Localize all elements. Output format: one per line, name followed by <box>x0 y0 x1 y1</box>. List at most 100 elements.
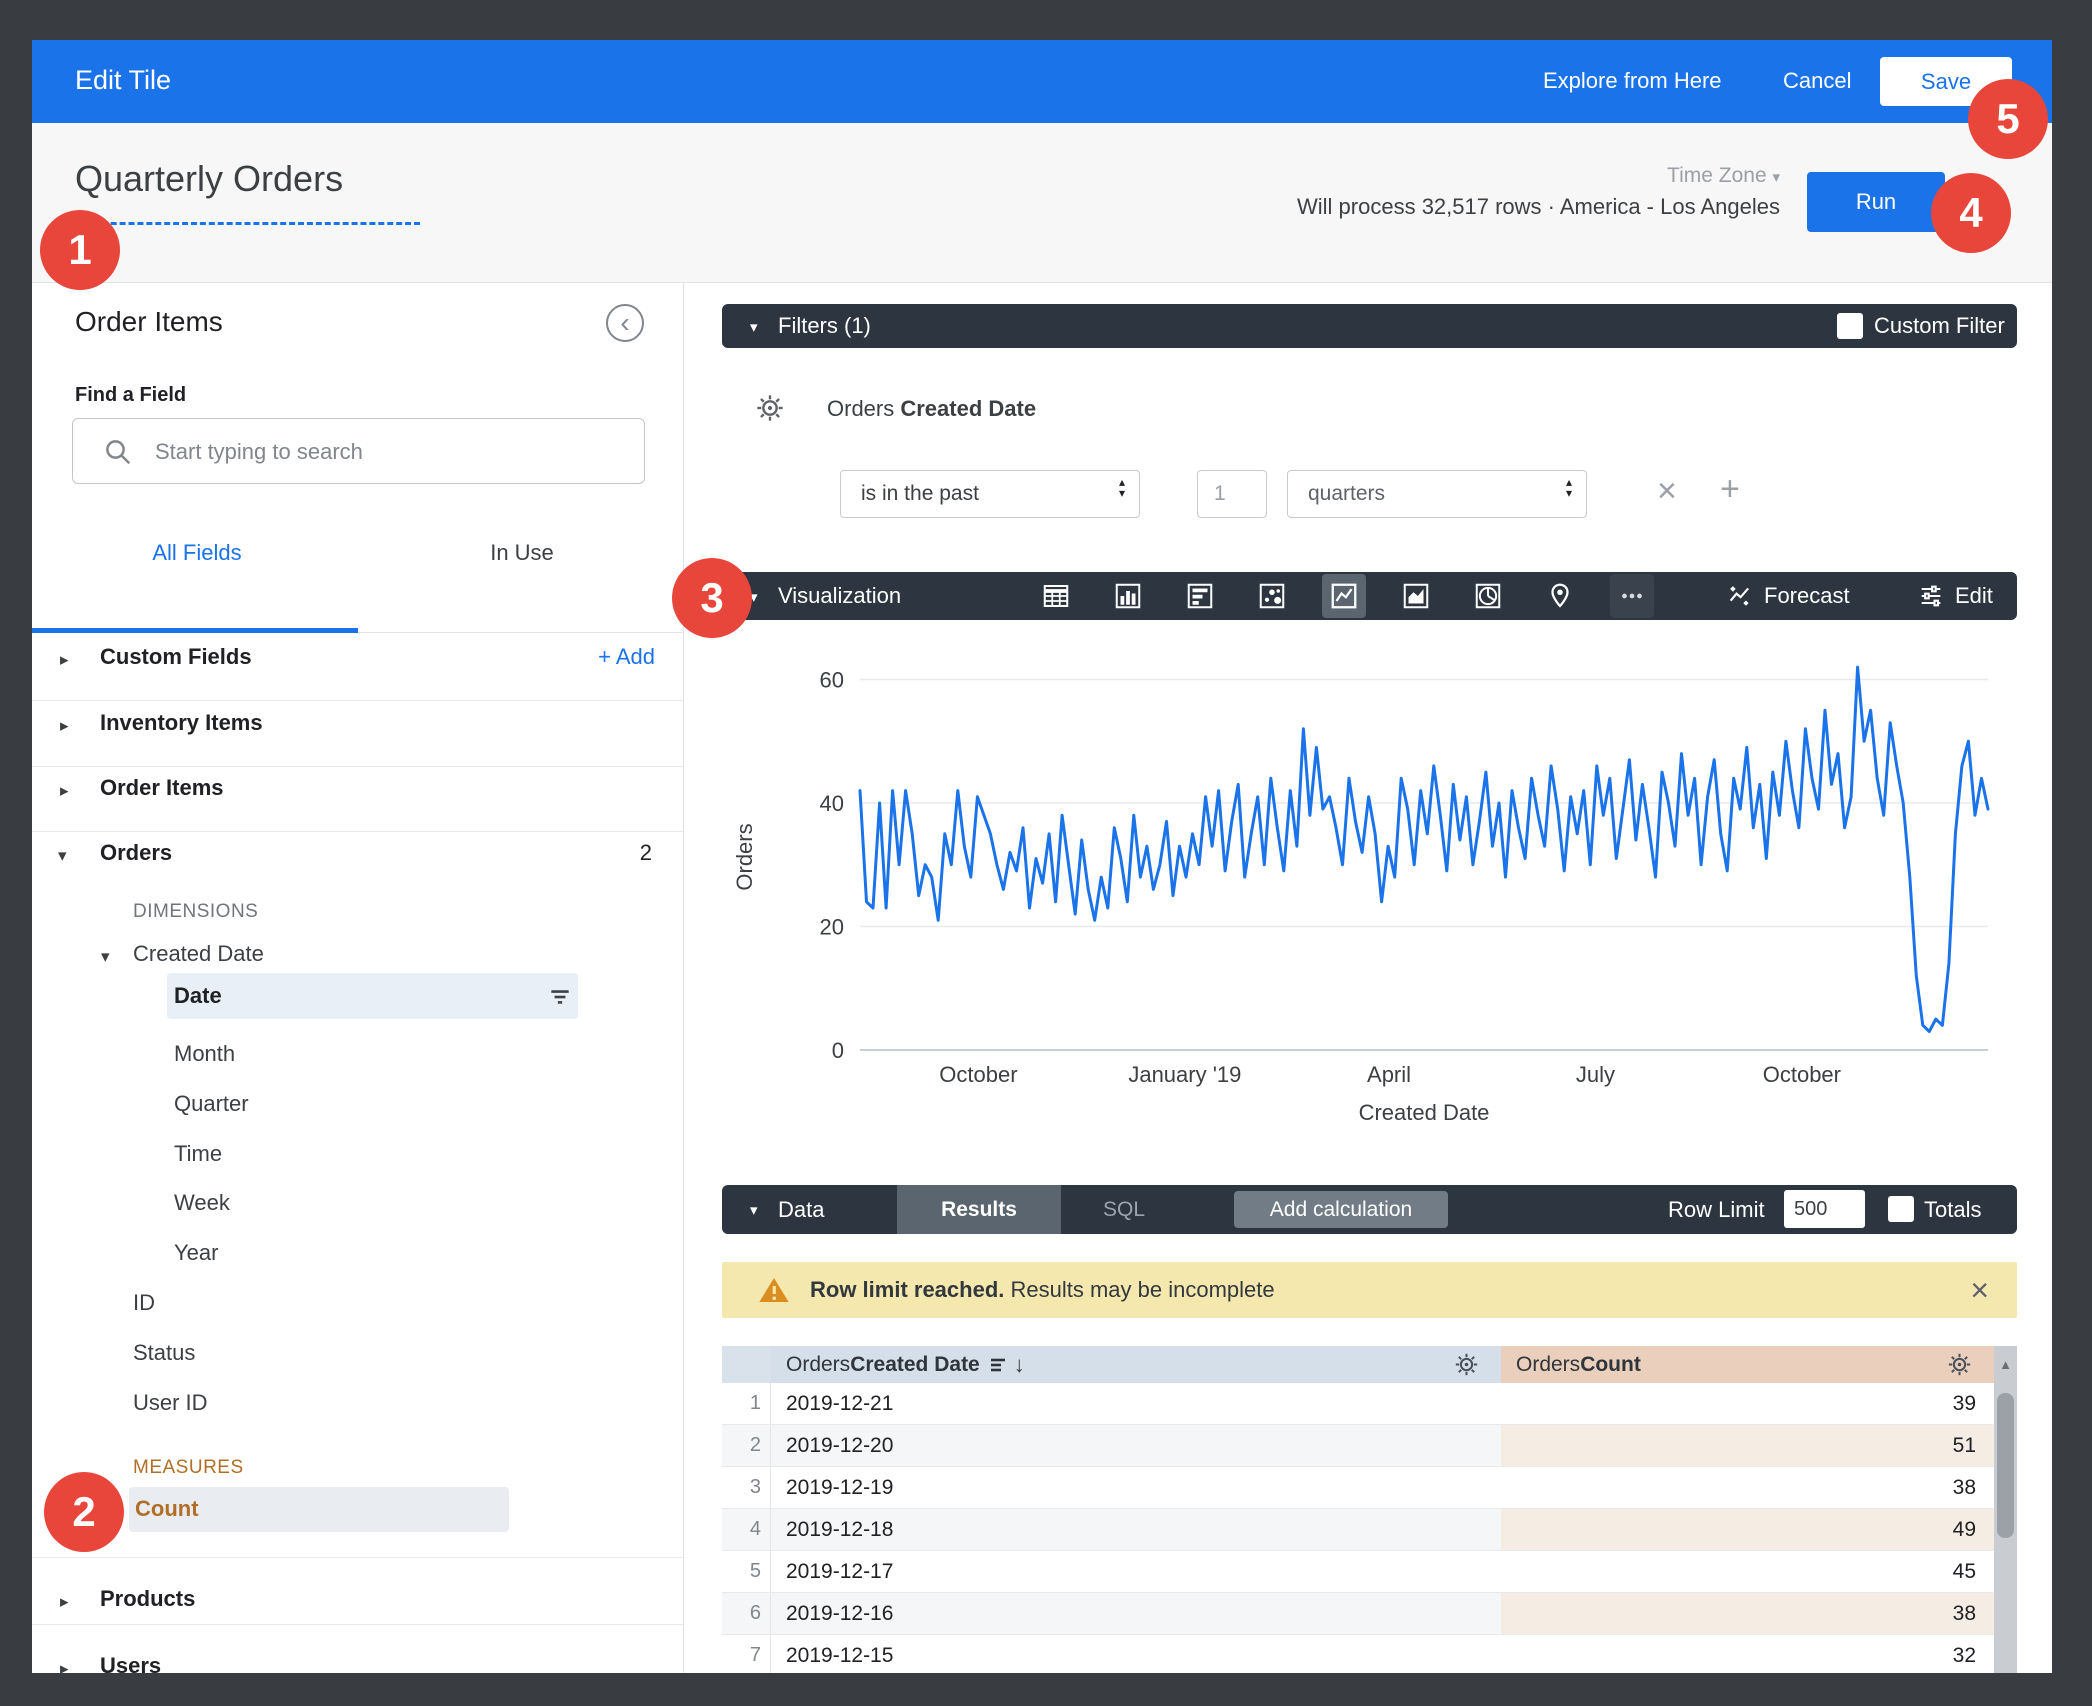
caret-right-icon[interactable]: ▸ <box>60 650 69 669</box>
area-chart-icon[interactable] <box>1394 574 1438 618</box>
scatter-icon[interactable] <box>1250 574 1294 618</box>
tree-item-date[interactable]: Date <box>174 983 222 1008</box>
pie-chart-icon[interactable] <box>1466 574 1510 618</box>
gear-icon[interactable] <box>1453 1351 1480 1378</box>
forecast-button[interactable]: Forecast <box>1726 572 1850 620</box>
tab-sql[interactable]: SQL <box>1102 1197 1146 1221</box>
more-chart-types-icon[interactable] <box>1610 574 1654 618</box>
tree-item-status[interactable]: Status <box>133 1340 196 1365</box>
table-scrollbar-thumb[interactable] <box>1997 1393 2014 1538</box>
add-calculation-button[interactable]: Add calculation <box>1234 1191 1448 1228</box>
row-number-header <box>722 1346 771 1383</box>
tree-item-custom-fields[interactable]: Custom Fields <box>100 644 252 669</box>
chevron-left-icon: ‹ <box>620 307 630 338</box>
map-pin-icon[interactable] <box>1538 574 1582 618</box>
tab-in-use[interactable]: In Use <box>490 540 554 565</box>
tile-title[interactable]: Quarterly Orders <box>75 158 344 199</box>
filter-icon[interactable] <box>547 986 573 1008</box>
column-chart-icon[interactable] <box>1106 574 1150 618</box>
tree-item-inventory-items[interactable]: Inventory Items <box>100 710 263 735</box>
caret-down-icon[interactable]: ▾ <box>750 319 758 336</box>
table-scrollbar-track[interactable] <box>1994 1383 2017 1673</box>
cancel-button[interactable]: Cancel <box>1783 68 1852 93</box>
table-row[interactable]: 5 2019-12-17 45 <box>722 1551 2017 1593</box>
collapse-panel-button[interactable]: ‹ <box>606 304 644 342</box>
caret-down-icon[interactable]: ▾ <box>101 947 110 966</box>
callout-badge-3: 3 <box>672 558 752 638</box>
data-bar[interactable]: ▾ Data Results SQL Add calculation Row L… <box>722 1185 2017 1234</box>
table-row[interactable]: 3 2019-12-19 38 <box>722 1467 2017 1509</box>
find-a-field-label: Find a Field <box>75 384 187 406</box>
table-row[interactable]: 6 2019-12-16 38 <box>722 1593 2017 1635</box>
filter-unit-select[interactable]: quarters ▴ ▾ <box>1287 470 1587 518</box>
tree-item-user-id[interactable]: User ID <box>133 1390 208 1415</box>
tree-item-id[interactable]: ID <box>133 1290 155 1315</box>
explore-from-here-link[interactable]: Explore from Here <box>1543 68 1722 93</box>
callout-badge-4: 4 <box>1931 173 2011 253</box>
divider <box>32 766 683 767</box>
dimensions-label: DIMENSIONS <box>133 901 259 922</box>
bar-chart-icon[interactable] <box>1178 574 1222 618</box>
svg-text:Created Date: Created Date <box>1359 1100 1490 1125</box>
table-row[interactable]: 1 2019-12-21 39 <box>722 1383 2017 1425</box>
tree-item-order-items[interactable]: Order Items <box>100 775 224 800</box>
measures-label: MEASURES <box>133 1457 244 1478</box>
filters-bar[interactable]: ▾ Filters (1) Custom Filter <box>722 304 2017 348</box>
custom-filter-checkbox[interactable] <box>1837 313 1863 339</box>
chevron-down-icon: ▾ <box>1772 169 1780 186</box>
table-icon[interactable] <box>1034 574 1078 618</box>
table-row[interactable]: 2 2019-12-20 51 <box>722 1425 2017 1467</box>
row-limit-input[interactable]: 500 <box>1784 1190 1865 1228</box>
caret-down-icon[interactable]: ▾ <box>58 846 67 865</box>
caret-right-icon[interactable]: ▸ <box>60 781 69 800</box>
gear-icon[interactable] <box>1946 1351 1973 1378</box>
table-row[interactable]: 7 2019-12-15 32 <box>722 1635 2017 1673</box>
tree-item-created-date[interactable]: Created Date <box>133 941 264 966</box>
visualization-bar[interactable]: ▾ Visualization Forecast Edit <box>722 572 2017 620</box>
time-zone-selector[interactable]: Time Zone ▾ <box>1667 164 1780 187</box>
caret-right-icon[interactable]: ▸ <box>60 1659 69 1673</box>
search-input[interactable] <box>153 419 627 485</box>
column-header-created-date[interactable]: Orders Created Date ↓ <box>771 1346 1516 1383</box>
tree-item-orders[interactable]: Orders <box>100 840 173 865</box>
line-chart-icon[interactable] <box>1322 574 1366 618</box>
close-warning-icon[interactable]: × <box>1970 1271 1989 1308</box>
tree-item-users[interactable]: Users <box>100 1653 162 1673</box>
tree-item-month[interactable]: Month <box>174 1041 236 1066</box>
tree-item-time[interactable]: Time <box>174 1141 223 1166</box>
run-button[interactable]: Run <box>1807 172 1945 232</box>
orders-line-chart[interactable]: 0 20 40 60 October January '19 April July Octobe… <box>722 640 2017 1160</box>
tree-item-products[interactable]: Products <box>100 1586 196 1611</box>
tree-item-year[interactable]: Year <box>174 1240 219 1265</box>
table-row[interactable]: 4 2019-12-18 49 <box>722 1509 2017 1551</box>
tab-all-fields[interactable]: All Fields <box>152 540 242 565</box>
cell-num: 3 <box>722 1467 771 1508</box>
tab-results[interactable]: Results <box>897 1185 1061 1234</box>
svg-text:October: October <box>1763 1062 1841 1087</box>
caret-down-icon[interactable]: ▾ <box>750 1202 758 1219</box>
scrollbar-up-arrow[interactable]: ▲ <box>1994 1346 2017 1383</box>
svg-text:October: October <box>939 1062 1017 1087</box>
remove-filter-icon[interactable]: × <box>1657 472 1677 510</box>
caret-right-icon[interactable]: ▸ <box>60 716 69 735</box>
column-header-count[interactable]: Orders Count <box>1501 1346 2009 1383</box>
tree-item-quarter[interactable]: Quarter <box>174 1091 249 1116</box>
tree-item-week[interactable]: Week <box>174 1190 230 1215</box>
caret-right-icon[interactable]: ▸ <box>60 1592 69 1611</box>
tree-item-count[interactable]: Count <box>135 1496 199 1521</box>
cell-date: 2019-12-15 <box>771 1635 1501 1673</box>
filter-value-input[interactable]: 1 <box>1197 470 1267 518</box>
add-filter-icon[interactable]: + <box>1720 470 1740 508</box>
totals-checkbox[interactable] <box>1888 1196 1914 1222</box>
gear-icon[interactable] <box>754 392 786 424</box>
edit-viz-button[interactable]: Edit <box>1917 572 1993 620</box>
selected-field-highlight <box>167 973 578 1019</box>
field-search-box[interactable] <box>72 418 645 485</box>
cell-date: 2019-12-18 <box>771 1509 1501 1550</box>
svg-text:April: April <box>1367 1062 1411 1087</box>
save-button[interactable]: Save <box>1880 57 2012 106</box>
add-custom-field-link[interactable]: + Add <box>598 644 655 669</box>
svg-text:January '19: January '19 <box>1128 1062 1241 1087</box>
caret-down-icon[interactable]: ▾ <box>750 589 758 606</box>
filter-operator-select[interactable]: is in the past ▴ ▾ <box>840 470 1140 518</box>
